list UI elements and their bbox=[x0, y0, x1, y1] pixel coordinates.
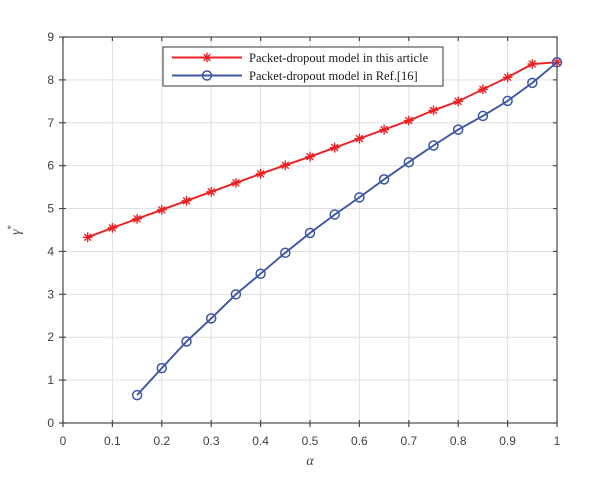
x-tick-label: 0.6 bbox=[351, 434, 368, 448]
marker-circle bbox=[304, 227, 316, 239]
marker-circle bbox=[280, 247, 291, 258]
x-tick-label: 0.4 bbox=[252, 434, 269, 448]
y-tick-label: 8 bbox=[47, 73, 54, 87]
marker-circle bbox=[428, 140, 439, 151]
x-tick-label: 0 bbox=[60, 434, 67, 448]
grid-layer bbox=[63, 37, 557, 423]
x-tick-label: 1 bbox=[554, 434, 561, 448]
series-line-circle bbox=[136, 61, 558, 396]
x-tick-label: 0.2 bbox=[153, 434, 170, 448]
tick-label-layer: 0 0.1 0.2 0.3 0.4 0.5 0.6 0.7 0.8 0.9 1 0 1 2 3 4 5 6 7 8 9 bbox=[47, 30, 560, 448]
marker-asterisk bbox=[331, 143, 339, 152]
y-tick-label: 3 bbox=[47, 287, 54, 301]
marker-asterisk bbox=[203, 53, 211, 62]
marker-circle bbox=[255, 268, 266, 279]
marker-circle bbox=[201, 70, 213, 81]
marker-circle bbox=[527, 77, 538, 89]
marker-circle bbox=[477, 110, 489, 122]
marker-asterisk bbox=[232, 179, 240, 187]
tick-layer bbox=[59, 36, 558, 427]
marker-circle bbox=[230, 289, 242, 300]
marker-asterisk bbox=[454, 97, 462, 106]
x-tick-label: 0.9 bbox=[499, 434, 516, 448]
x-tick-label: 0.7 bbox=[400, 434, 417, 448]
marker-circle bbox=[329, 209, 340, 220]
y-axis-label: γ* bbox=[6, 224, 24, 235]
marker-circle bbox=[403, 156, 415, 168]
marker-asterisk bbox=[281, 161, 289, 169]
y-tick-label: 9 bbox=[47, 30, 54, 44]
marker-asterisk bbox=[108, 224, 117, 232]
marker-circle bbox=[156, 362, 168, 374]
y-tick-label: 0 bbox=[47, 416, 54, 430]
marker-circle bbox=[551, 57, 563, 68]
marker-asterisk bbox=[256, 170, 265, 178]
y-tick-label: 4 bbox=[47, 244, 54, 258]
x-tick-label: 0.3 bbox=[203, 434, 220, 448]
marker-circle bbox=[452, 124, 464, 135]
x-tick-label: 0.5 bbox=[302, 434, 319, 448]
marker-circle bbox=[131, 389, 143, 401]
y-tick-label: 1 bbox=[47, 373, 54, 387]
y-tick-label: 2 bbox=[47, 330, 54, 344]
marker-asterisk bbox=[479, 85, 487, 94]
legend-entry-label: Packet-dropout model in this article bbox=[249, 51, 429, 65]
marker-asterisk bbox=[306, 152, 314, 161]
x-tick-label: 0.1 bbox=[104, 434, 121, 448]
legend: Packet-dropout model in this article Pack… bbox=[162, 46, 444, 87]
y-tick-label: 7 bbox=[47, 116, 54, 130]
series-layer bbox=[82, 57, 563, 401]
x-axis-label: α bbox=[306, 454, 314, 469]
legend-box bbox=[162, 46, 444, 87]
marker-asterisk bbox=[503, 73, 512, 82]
x-tick-label: 0.8 bbox=[450, 434, 467, 448]
y-tick-label: 6 bbox=[47, 159, 54, 173]
marker-circle bbox=[502, 95, 513, 107]
marker-asterisk bbox=[355, 134, 364, 143]
marker-circle bbox=[181, 336, 192, 347]
marker-asterisk bbox=[182, 197, 191, 205]
marker-asterisk bbox=[528, 60, 536, 68]
marker-asterisk bbox=[429, 106, 438, 115]
marker-circle bbox=[354, 192, 365, 203]
marker-asterisk bbox=[83, 233, 92, 241]
marker-asterisk bbox=[380, 125, 388, 134]
marker-asterisk bbox=[405, 116, 413, 125]
marker-asterisk bbox=[133, 215, 141, 223]
marker-asterisk bbox=[207, 188, 215, 196]
y-tick-label: 5 bbox=[47, 202, 54, 216]
marker-asterisk bbox=[158, 206, 166, 214]
series-line-asterisk bbox=[87, 61, 558, 239]
marker-circle bbox=[205, 313, 217, 324]
legend-entry-label: Packet-dropout model in Ref.[16] bbox=[249, 69, 418, 83]
marker-circle bbox=[378, 174, 390, 185]
